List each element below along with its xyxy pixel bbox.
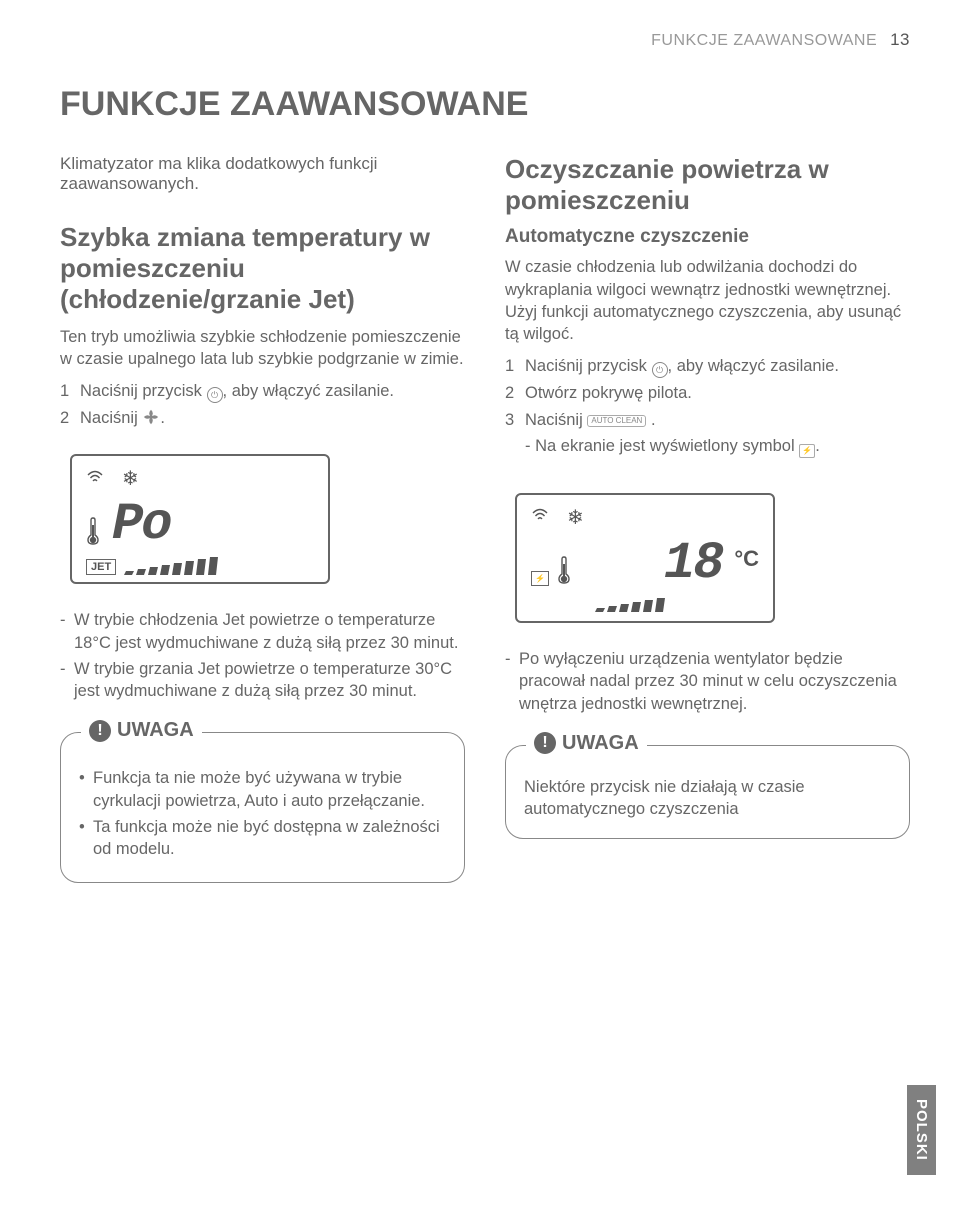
fan-bars-icon [595,596,695,614]
left-step-2: 2 Naciśnij . [60,407,465,429]
header-section: FUNKCJE ZAAWANSOWANE [651,32,877,49]
left-uwaga-item-1: Funkcja ta nie może być używana w trybie… [79,767,446,812]
autoclean-indicator-icon: ⚡ [531,571,549,586]
left-step-1: 1 Naciśnij przycisk ⏻, aby włączyć zasil… [60,380,465,403]
right-note-1: -Po wyłączeniu urządzenia wentylator będ… [505,648,910,715]
right-step-1: 1 Naciśnij przycisk ⏻, aby włączyć zasil… [505,355,910,378]
left-note-1: -W trybie chłodzenia Jet powietrze o tem… [60,609,465,654]
right-step-1a: Naciśnij przycisk [525,357,652,375]
right-result-b: . [815,437,820,455]
left-note-2: -W trybie grzania Jet powietrze o temper… [60,658,465,703]
uwaga-label: ! UWAGA [81,719,202,742]
right-uwaga-text: Niektóre przycisk nie działają w czasie … [524,776,891,821]
right-subheading: Automatyczne czyszczenie [505,226,910,248]
lcd-temp-unit: °C [734,546,759,572]
right-step-3: 3 Naciśnij AUTO CLEAN . [505,409,910,431]
right-column: Oczyszczanie powietrza w pomieszczeniu A… [505,154,910,883]
left-body: Ten tryb umożliwia szybkie schłodzenie p… [60,326,465,371]
signal-icon [531,508,549,526]
right-step-3b: . [651,411,656,429]
right-step-3a: Naciśnij [525,411,587,429]
fan-bars-icon [124,557,254,577]
fan-icon [142,408,160,426]
left-step-1b: , aby włączyć zasilanie. [223,382,395,400]
power-icon: ⏻ [652,362,668,378]
right-result-a: Na ekranie jest wyświetlony symbol [535,437,799,455]
left-step-2b: . [160,409,165,427]
right-step-1b: , aby włączyć zasilanie. [668,357,840,375]
thermometer-icon [557,564,571,589]
left-uwaga-box: ! UWAGA Funkcja ta nie może być używana … [60,732,465,883]
warning-icon: ! [89,720,111,742]
lcd-display-autoclean: ❄ ⚡ 18 °C [515,493,775,623]
page-header: FUNKCJE ZAAWANSOWANE 13 [60,30,910,50]
left-step-2a: Naciśnij [80,409,142,427]
page-title: FUNKCJE ZAAWANSOWANE [60,85,910,124]
warning-icon: ! [534,732,556,754]
intro-text: Klimatyzator ma klika dodatkowych funkcj… [60,154,465,194]
left-uwaga-item-2: Ta funkcja może nie być dostępna w zależ… [79,816,446,861]
autoclean-symbol-icon: ⚡ [799,444,815,458]
right-uwaga-box: ! UWAGA Niektóre przycisk nie działają w… [505,745,910,840]
left-step-1a: Naciśnij przycisk [80,382,207,400]
uwaga-label: ! UWAGA [526,732,647,755]
thermometer-icon [86,517,100,551]
left-heading-line2: (chłodzenie/grzanie Jet) [60,284,355,314]
autoclean-button-label: AUTO CLEAN [587,415,646,427]
jet-badge: JET [86,559,116,575]
snowflake-icon: ❄ [122,466,139,491]
lcd-display-jet: ❄ Po JET [70,454,330,584]
right-step-result: - Na ekranie jest wyświetlony symbol ⚡. [505,435,910,458]
snowflake-icon: ❄ [567,505,584,530]
left-heading: Szybka zmiana temperatury w pomieszczeni… [60,222,465,316]
lcd-temp-value: 18 [664,538,722,590]
signal-icon [86,470,104,488]
left-heading-line1: Szybka zmiana temperatury w pomieszczeni… [60,222,430,283]
right-body: W czasie chłodzenia lub odwilżania docho… [505,256,910,345]
power-icon: ⏻ [207,387,223,403]
page-number: 13 [890,30,910,49]
right-step-2: 2 Otwórz pokrywę pilota. [505,382,910,404]
lcd-jet-value: Po [112,499,170,551]
language-tab: POLSKI [907,1085,936,1175]
left-column: Klimatyzator ma klika dodatkowych funkcj… [60,154,465,883]
right-heading: Oczyszczanie powietrza w pomieszczeniu [505,154,910,216]
